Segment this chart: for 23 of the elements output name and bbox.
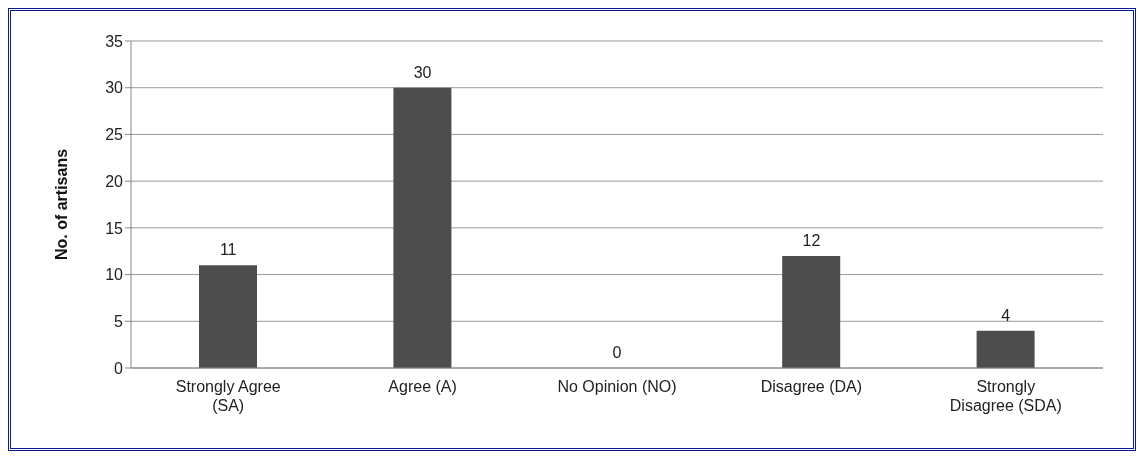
data-label: 30 — [413, 63, 432, 81]
bar — [393, 87, 452, 368]
y-tick-label: 30 — [105, 79, 124, 97]
x-tick-label: Disagree (DA) — [760, 378, 863, 395]
y-tick-label: 10 — [105, 266, 124, 284]
y-tick-label: 5 — [114, 312, 124, 330]
y-tick-label: 0 — [114, 359, 124, 377]
x-tick-label: Strongly Disagree (SDA) — [949, 378, 1062, 414]
bar — [976, 330, 1035, 368]
bar — [782, 255, 841, 368]
y-axis-title: No. of artisans — [52, 148, 70, 261]
y-tick-label: 20 — [105, 172, 124, 190]
x-tick-label: Agree (A) — [388, 378, 457, 395]
y-tick-label: 25 — [105, 126, 124, 144]
y-tick-label: 15 — [105, 219, 124, 237]
y-tick-label: 35 — [105, 32, 124, 50]
x-tick-label: Strongly Agree (SA) — [175, 378, 281, 414]
x-tick-label: No Opinion (NO) — [557, 378, 677, 395]
data-label: 12 — [802, 231, 821, 249]
bar — [199, 265, 257, 368]
data-label: 0 — [612, 344, 622, 361]
data-label: 4 — [1001, 306, 1011, 324]
data-label: 11 — [219, 241, 237, 259]
